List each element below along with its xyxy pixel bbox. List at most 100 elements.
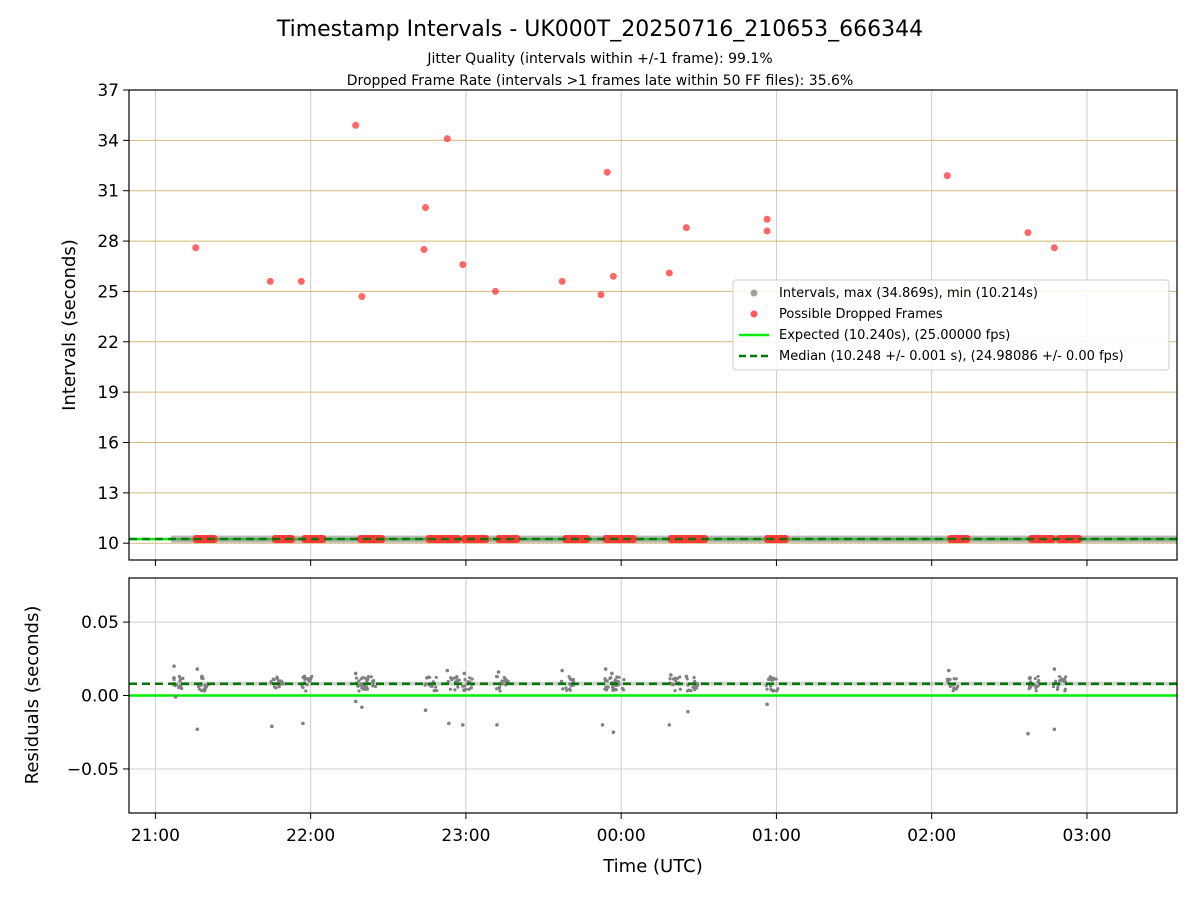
residual-point	[275, 675, 279, 679]
residual-point	[461, 723, 465, 727]
residual-point	[495, 687, 499, 691]
intervals-y-tick-label: 31	[97, 182, 119, 202]
residual-point	[363, 676, 367, 680]
residual-point	[692, 675, 696, 680]
residual-point	[564, 686, 568, 690]
residual-point	[765, 702, 769, 707]
residual-point	[684, 674, 689, 679]
residual-point	[603, 667, 608, 671]
dropped-frames-band	[461, 535, 490, 544]
residual-point	[359, 677, 363, 681]
residual-point	[353, 671, 358, 676]
residual-point	[495, 723, 499, 727]
residuals-panel: 21:00 22:00 23:00 00:00 01:00 02:00 03:00 0.05 0…	[22, 577, 1178, 877]
dropped-frame-point	[1050, 244, 1058, 252]
intervals-axes: 10 13 16 19 22 25 28 31 34 37	[97, 81, 1088, 566]
residual-point	[307, 676, 311, 681]
residual-point	[452, 676, 457, 680]
residual-point	[946, 668, 951, 673]
residual-point	[200, 689, 204, 693]
x-tick-label: 22:00	[286, 826, 335, 846]
residual-point	[302, 674, 307, 679]
residual-point	[200, 674, 204, 679]
intervals-y-axis-label: Intervals (seconds)	[59, 239, 80, 411]
residual-point	[445, 668, 450, 673]
residual-point	[1033, 676, 1037, 681]
residual-point	[775, 689, 779, 693]
residual-point	[455, 675, 459, 679]
residual-point	[616, 679, 620, 684]
residual-point	[181, 676, 185, 680]
residual-point	[447, 721, 451, 726]
residual-point	[453, 688, 457, 692]
residual-point	[695, 681, 699, 686]
residual-point	[196, 684, 200, 689]
residual-point	[691, 685, 695, 689]
legend-dropped-marker	[750, 310, 758, 318]
residual-point	[1026, 731, 1030, 736]
residual-point	[308, 679, 312, 683]
residual-point	[172, 676, 176, 680]
residual-point	[276, 679, 281, 683]
residual-point	[203, 685, 207, 689]
residual-point	[304, 689, 308, 693]
intervals-y-tick-label: 16	[97, 434, 119, 454]
residual-point	[1051, 684, 1056, 689]
residual-point	[360, 686, 364, 690]
intervals-y-tick-label: 10	[97, 534, 119, 554]
dropped-frame-point	[266, 277, 274, 285]
residual-point	[674, 679, 678, 683]
residual-point	[951, 689, 955, 693]
x-tick-label: 23:00	[441, 826, 490, 846]
residual-point	[954, 687, 958, 691]
residual-point	[468, 676, 472, 680]
residuals-marks	[129, 664, 1178, 736]
x-tick-label: 00:00	[597, 826, 646, 846]
residual-point	[766, 677, 771, 682]
residual-point	[270, 724, 274, 729]
residual-point	[180, 686, 184, 691]
residual-point	[172, 664, 176, 668]
residual-point	[448, 687, 453, 691]
residual-point	[1052, 667, 1057, 671]
dropped-frame-point	[597, 291, 605, 299]
residual-point	[467, 687, 471, 692]
residual-point	[423, 708, 428, 712]
residual-point	[469, 686, 473, 690]
residual-point	[446, 679, 450, 684]
residual-point	[1056, 685, 1060, 689]
dropped-frame-point	[682, 224, 690, 232]
residual-point	[203, 689, 207, 693]
residual-point	[671, 677, 675, 681]
intervals-y-tick-label: 34	[97, 131, 119, 151]
x-tick-label: 03:00	[1062, 826, 1111, 846]
intervals-y-tick-label: 22	[97, 333, 119, 353]
residual-point	[948, 684, 952, 689]
residual-point	[765, 687, 769, 691]
residual-point	[1064, 675, 1068, 679]
residuals-y-axis-label: Residuals (seconds)	[22, 606, 43, 785]
residual-point	[609, 676, 613, 680]
residual-point	[1036, 684, 1040, 688]
dropped-frame-point	[763, 227, 771, 235]
residual-point	[495, 675, 499, 679]
residual-point	[571, 679, 576, 684]
residuals-y-tick-label: 0.00	[81, 687, 119, 707]
intervals-panel: 10 13 16 19 22 25 28 31 34 37 Intervals (seconds)…	[59, 81, 1178, 566]
residual-point	[1034, 686, 1038, 690]
residual-point	[945, 679, 950, 683]
intervals-y-tick-label: 19	[97, 383, 119, 403]
residual-point	[197, 687, 202, 691]
intervals-y-tick-label: 13	[97, 484, 119, 504]
residual-point	[605, 679, 609, 683]
legend-expected-label: Expected (10.240s), (25.00000 fps)	[779, 328, 1010, 343]
residual-point	[303, 677, 307, 681]
residual-point	[1057, 674, 1062, 679]
residual-point	[353, 699, 358, 704]
residual-point	[501, 682, 505, 686]
residual-point	[1053, 679, 1058, 683]
chart-title: Timestamp Intervals - UK000T_20250716_21…	[276, 17, 923, 42]
residual-point	[673, 689, 677, 693]
residual-point	[1027, 676, 1032, 680]
dropped-frames-band	[764, 535, 789, 544]
